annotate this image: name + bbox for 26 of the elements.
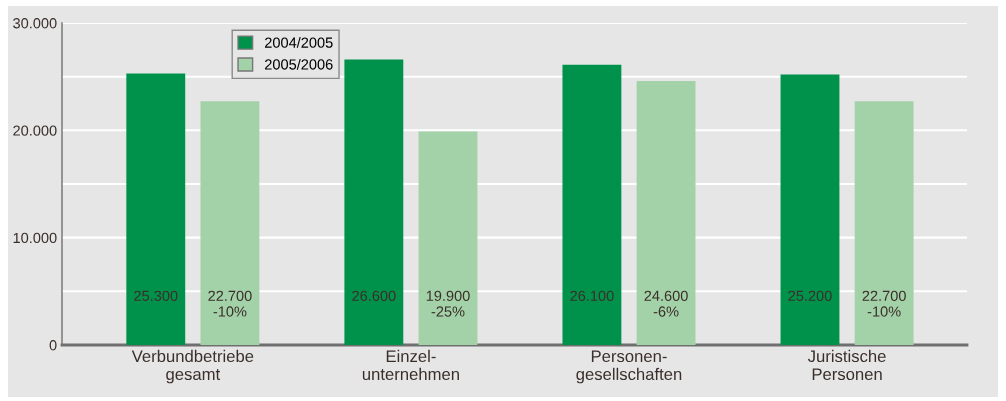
bar bbox=[780, 74, 840, 345]
data-label: 25.200 bbox=[788, 290, 832, 301]
x-tick-label: Personen- gesellschaften bbox=[576, 350, 682, 384]
y-tick-label: 20.000 bbox=[13, 125, 57, 136]
y-tick-label: 10.000 bbox=[13, 232, 57, 244]
bar bbox=[562, 64, 622, 345]
legend-label: 2005/2006 bbox=[265, 58, 333, 70]
y-tick-label: 0 bbox=[49, 340, 57, 351]
data-label: 22.700 -10% bbox=[862, 290, 906, 317]
x-tick-label: Verbundbetriebe gesamt bbox=[131, 349, 254, 384]
x-tick-label: Einzel- unternehmen bbox=[362, 349, 459, 381]
bar bbox=[418, 131, 478, 345]
bar bbox=[636, 80, 696, 345]
bar bbox=[200, 101, 260, 345]
data-label: 22.700 -10% bbox=[208, 290, 252, 317]
data-label: 25.300 bbox=[134, 290, 178, 301]
x-tick-label: Juristische Personen bbox=[807, 349, 886, 381]
bar bbox=[344, 59, 404, 345]
data-label: 24.600 -6% bbox=[644, 290, 688, 317]
y-tick-label: 30.000 bbox=[13, 18, 57, 29]
legend-label: 2004/2005 bbox=[265, 37, 333, 48]
data-label: 26.100 bbox=[570, 290, 614, 301]
bar bbox=[854, 101, 914, 345]
data-label: 26.600 bbox=[352, 290, 396, 301]
bar bbox=[126, 73, 186, 345]
data-label: 19.900 -25% bbox=[426, 290, 470, 317]
